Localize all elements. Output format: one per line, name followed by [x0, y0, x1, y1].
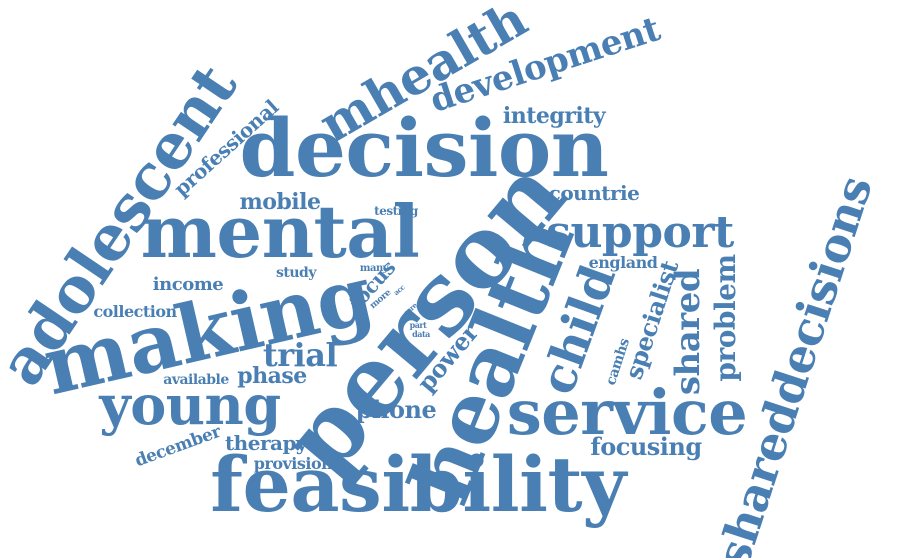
word-young: young — [99, 373, 281, 437]
word-available: available — [163, 372, 229, 388]
word-service: service — [506, 376, 748, 449]
word-trial: trial — [262, 336, 338, 374]
word-focusing: focusing — [590, 432, 702, 461]
word-decision: decision — [239, 101, 609, 195]
word-problem: problem — [709, 254, 742, 382]
word-part: part — [409, 320, 427, 330]
word-testing: testing — [374, 204, 418, 218]
word-countrie: countrie — [548, 181, 640, 205]
word-therapy: therapy — [224, 431, 308, 455]
word-collection: collection — [93, 302, 177, 321]
word-feasibility: feasibility — [210, 440, 626, 529]
word-study: study — [276, 265, 316, 281]
word-many: many — [359, 263, 389, 274]
word-data: data — [412, 329, 430, 339]
word-phase: phase — [237, 363, 307, 389]
word-income: income — [152, 274, 224, 295]
word-mobile: mobile — [239, 189, 321, 215]
word-support: support — [546, 207, 734, 258]
word-integrity: integrity — [502, 103, 606, 129]
word-phone: phone — [355, 395, 437, 424]
word-provision: provision — [253, 454, 333, 473]
word-england: england — [588, 253, 658, 272]
word-mental: mental — [140, 189, 420, 274]
